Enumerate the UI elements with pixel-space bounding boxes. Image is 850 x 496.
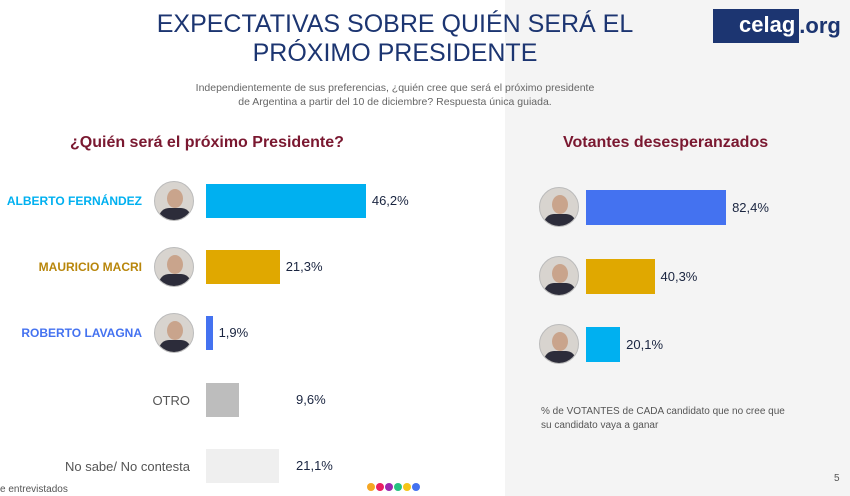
brand-dots [367,483,420,491]
photo-suit [544,214,576,226]
photo-head [552,332,568,351]
value-label: 21,3% [285,259,323,274]
candidate-label: OTRO [152,393,190,408]
bar [206,184,366,218]
footer-text: e entrevistados [0,484,68,495]
bar [586,190,727,225]
bar [206,316,213,350]
bar [586,327,621,362]
candidate-photo [154,247,194,287]
candidate-photo [539,256,579,296]
candidate-photo [539,187,579,227]
value-label: 20,1% [626,337,664,352]
brand-dot [367,483,375,491]
candidate-label: No sabe/ No contesta [64,459,190,474]
photo-suit [544,283,576,295]
page-number: 5 [834,473,840,484]
value-label: 82,4% [732,200,769,215]
candidate-photo [154,313,194,353]
brand-dot [412,483,420,491]
candidate-photo [539,324,579,364]
right-panel-background [505,0,850,496]
brand-dot [394,483,402,491]
bar [206,383,240,417]
photo-suit [159,274,191,286]
photo-suit [544,351,576,363]
brand-dot [385,483,393,491]
brand-dot [403,483,411,491]
value-label: 46,2% [371,193,409,208]
value-label: 40,3% [660,269,698,284]
right-heading: Votantes desesperanzados [563,134,769,151]
subtitle: Independientemente de sus preferencias, … [195,82,595,108]
left-heading: ¿Quién será el próximo Presidente? [70,134,344,151]
value-label: 21,1% [296,458,333,473]
bar [206,250,280,284]
photo-head [167,321,183,340]
photo-head [552,195,568,214]
photo-head [552,264,568,283]
photo-suit [159,340,191,352]
candidate-label: MAURICIO MACRI [38,260,142,274]
photo-head [167,189,183,208]
photo-suit [159,208,191,220]
page-title: EXPECTATIVAS SOBRE QUIÉN SERÁ EL PRÓXIMO… [156,10,634,67]
candidate-photo [154,181,194,221]
bar [586,259,655,294]
value-label: 9,6% [296,392,326,407]
celag-logo: celag .org [713,9,841,43]
candidate-label: ROBERTO LAVAGNA [21,326,142,340]
photo-head [167,255,183,274]
brand-dot [376,483,384,491]
chart-note: % de VOTANTES de CADA candidato que no c… [541,406,785,431]
value-label: 1,9% [218,325,249,340]
candidate-label: ALBERTO FERNÁNDEZ [6,194,142,208]
bar [206,449,279,483]
